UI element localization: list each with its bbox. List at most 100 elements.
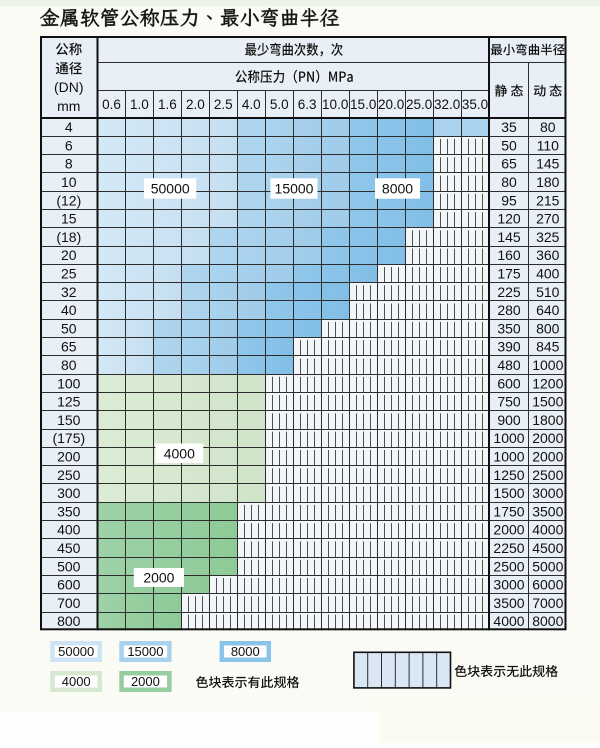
svg-text:35: 35 [501,119,517,135]
svg-text:35.0: 35.0 [462,97,488,112]
svg-text:5.0: 5.0 [270,97,289,112]
svg-text:2.0: 2.0 [186,97,205,112]
svg-text:145: 145 [536,156,560,172]
svg-text:1000: 1000 [493,449,524,465]
svg-text:(DN): (DN) [54,79,84,95]
svg-text:10: 10 [61,174,77,190]
svg-text:100: 100 [57,375,81,391]
svg-text:65: 65 [501,156,517,172]
svg-text:2000: 2000 [532,430,563,446]
svg-text:2500: 2500 [493,558,524,574]
svg-text:4000: 4000 [164,445,195,461]
svg-text:1500: 1500 [493,485,524,501]
svg-text:110: 110 [537,137,560,153]
svg-text:800: 800 [57,613,81,629]
svg-text:25: 25 [61,266,77,282]
svg-text:8000: 8000 [231,644,260,659]
svg-text:145: 145 [497,229,521,245]
svg-text:400: 400 [57,522,81,538]
svg-text:450: 450 [57,540,81,556]
svg-text:2250: 2250 [493,540,524,556]
svg-text:4500: 4500 [532,540,563,556]
svg-text:(18): (18) [56,229,81,245]
svg-text:32.0: 32.0 [434,97,460,112]
svg-text:80: 80 [61,357,77,373]
svg-text:4000: 4000 [493,613,524,629]
svg-text:4000: 4000 [532,522,563,538]
svg-text:1800: 1800 [532,412,563,428]
svg-text:95: 95 [501,192,517,208]
svg-text:4.0: 4.0 [242,97,261,112]
svg-text:360: 360 [536,247,560,263]
svg-text:1000: 1000 [493,430,524,446]
svg-text:7000: 7000 [532,595,563,611]
svg-text:510: 510 [536,284,560,300]
svg-text:50000: 50000 [58,644,94,659]
svg-text:0.6: 0.6 [102,97,121,112]
svg-text:mm: mm [57,98,80,114]
svg-text:1200: 1200 [532,375,563,391]
svg-text:845: 845 [536,339,560,355]
svg-text:50: 50 [61,320,77,336]
svg-text:350: 350 [497,320,521,336]
svg-text:80: 80 [540,119,556,135]
svg-text:(12): (12) [56,192,81,208]
svg-text:1.6: 1.6 [158,97,177,112]
svg-text:6000: 6000 [532,577,563,593]
svg-text:480: 480 [497,357,521,373]
svg-text:3000: 3000 [493,577,524,593]
svg-text:15: 15 [61,211,77,227]
svg-text:160: 160 [497,247,521,263]
svg-text:600: 600 [57,577,81,593]
svg-text:750: 750 [497,394,521,410]
svg-text:325: 325 [536,229,560,245]
svg-text:1500: 1500 [532,394,563,410]
svg-text:2000: 2000 [143,570,174,586]
svg-text:200: 200 [57,449,81,465]
svg-text:125: 125 [57,394,81,410]
svg-text:15.0: 15.0 [350,97,376,112]
svg-text:10.0: 10.0 [322,97,348,112]
svg-text:215: 215 [536,192,560,208]
svg-text:2000: 2000 [532,449,563,465]
svg-text:3000: 3000 [532,485,563,501]
svg-text:1250: 1250 [493,467,524,483]
svg-text:8: 8 [65,156,73,172]
svg-text:32: 32 [61,284,77,300]
svg-text:600: 600 [497,375,521,391]
svg-text:65: 65 [61,339,77,355]
svg-text:5000: 5000 [532,558,563,574]
svg-text:2000: 2000 [131,674,160,689]
svg-text:15000: 15000 [275,181,314,197]
svg-text:900: 900 [497,412,521,428]
svg-text:270: 270 [536,211,560,227]
svg-text:300: 300 [57,485,81,501]
svg-text:800: 800 [536,320,560,336]
svg-text:350: 350 [57,503,81,519]
svg-text:3500: 3500 [493,595,524,611]
svg-text:225: 225 [497,284,521,300]
svg-text:6.3: 6.3 [298,97,317,112]
svg-text:390: 390 [497,339,521,355]
svg-text:180: 180 [536,174,560,190]
svg-text:500: 500 [57,558,81,574]
svg-text:(175): (175) [52,430,85,446]
svg-text:150: 150 [57,412,81,428]
svg-text:8000: 8000 [532,613,563,629]
svg-text:2500: 2500 [532,467,563,483]
svg-text:175: 175 [497,266,521,282]
svg-text:1.0: 1.0 [130,97,149,112]
svg-text:3500: 3500 [532,503,563,519]
svg-text:120: 120 [497,211,521,227]
svg-text:25.0: 25.0 [406,97,432,112]
svg-text:700: 700 [57,595,81,611]
svg-text:400: 400 [536,266,560,282]
svg-text:280: 280 [497,302,521,318]
svg-text:1750: 1750 [493,503,524,519]
svg-text:2.5: 2.5 [214,97,233,112]
svg-text:6: 6 [65,137,73,153]
svg-text:4: 4 [65,119,73,135]
svg-text:4000: 4000 [62,674,91,689]
svg-text:20.0: 20.0 [378,97,404,112]
svg-text:80: 80 [501,174,517,190]
